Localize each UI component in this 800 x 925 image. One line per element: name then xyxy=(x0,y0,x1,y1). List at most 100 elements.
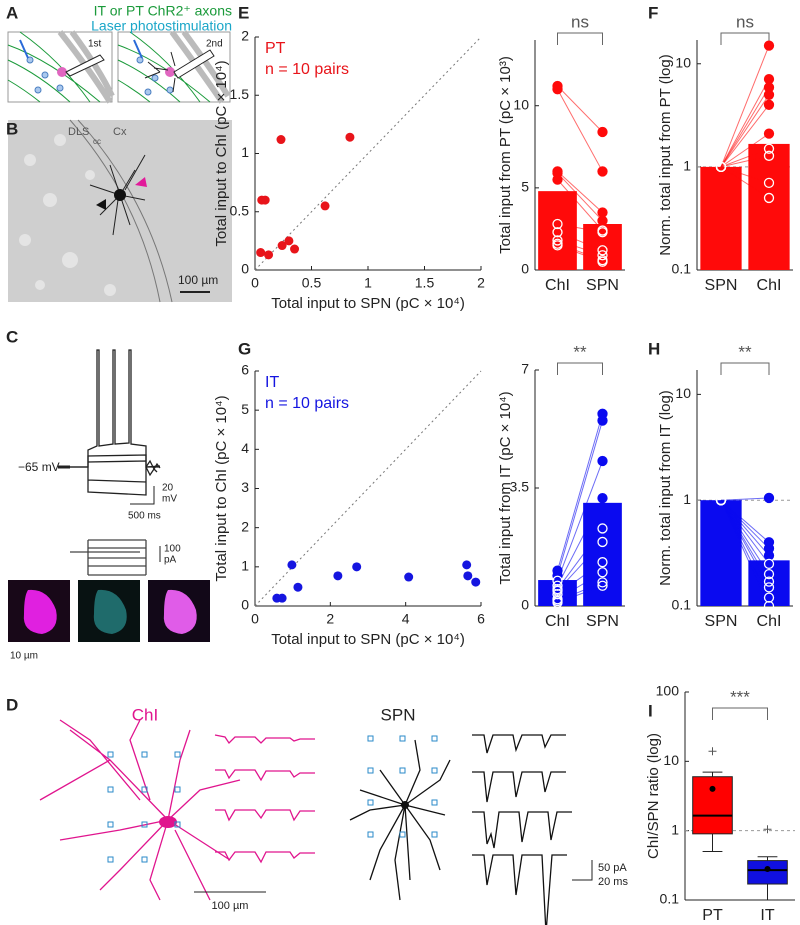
scale-label: 50 pA xyxy=(598,862,627,874)
significance-bracket xyxy=(712,707,768,720)
cell-label: SPN xyxy=(381,705,416,724)
scale-label: 500 ms xyxy=(128,511,161,522)
outlier xyxy=(708,747,717,756)
panel-label: A xyxy=(6,3,18,22)
point xyxy=(597,250,608,261)
panel-label: G xyxy=(238,339,251,358)
point xyxy=(763,576,775,587)
y-tick-label: 3 xyxy=(241,479,249,495)
point xyxy=(277,593,287,603)
y-axis-label: ChI/SPN ratio (log) xyxy=(645,733,662,859)
pair-line xyxy=(720,499,770,549)
pair-line xyxy=(720,166,770,184)
panel-label: H xyxy=(648,339,660,358)
point xyxy=(597,580,608,591)
chart-title: PT xyxy=(265,40,286,57)
point xyxy=(763,558,775,570)
y-tick-label: 0 xyxy=(241,261,249,277)
point xyxy=(763,568,775,580)
unity-line xyxy=(254,370,482,607)
box xyxy=(747,860,788,885)
pair-line xyxy=(720,499,770,556)
x-axis-label: Total input to SPN (pC × 10⁴) xyxy=(271,631,465,648)
y-tick-label: 1 xyxy=(241,144,249,160)
pair-line xyxy=(720,87,770,168)
holding-label: −65 mV xyxy=(18,460,60,474)
pair-line xyxy=(557,179,603,231)
x-tick-label: SPN xyxy=(586,613,619,630)
point xyxy=(264,250,274,260)
point xyxy=(290,244,300,254)
pair-line xyxy=(557,239,603,256)
point xyxy=(277,241,287,251)
point xyxy=(293,582,303,592)
bar xyxy=(700,500,742,606)
y-axis-label: Total input from PT (pC × 10³) xyxy=(497,56,514,254)
point xyxy=(597,126,608,138)
bar xyxy=(583,224,622,270)
y-tick-label: 5 xyxy=(241,401,249,417)
x-tick-label: SPN xyxy=(705,613,738,630)
pair-line xyxy=(557,171,603,213)
micrograph-b xyxy=(8,119,232,303)
point xyxy=(552,235,563,246)
point xyxy=(763,600,775,612)
bar xyxy=(583,502,622,606)
y-tick-label: 4 xyxy=(241,440,249,456)
y-axis-label: Norm. total input from IT (log) xyxy=(657,390,674,586)
y-tick-label: 0.1 xyxy=(672,597,692,613)
significance-label: ns xyxy=(736,12,754,31)
point xyxy=(763,582,775,593)
y-tick-label: 100 xyxy=(656,683,680,699)
point xyxy=(597,557,608,568)
point xyxy=(352,562,362,572)
y-axis-label: Norm. total input from PT (log) xyxy=(657,54,674,255)
significance-label: ns xyxy=(571,12,589,31)
x-tick-label: SPN xyxy=(705,277,738,294)
point xyxy=(763,192,775,204)
point xyxy=(763,89,775,100)
pair-line xyxy=(720,133,770,168)
y-tick-label: 0.1 xyxy=(660,891,680,907)
significance-bracket xyxy=(557,32,603,45)
step-label: 1st xyxy=(88,39,102,50)
y-tick-label: 7 xyxy=(521,361,529,377)
point xyxy=(597,256,608,267)
chart-title: IT xyxy=(265,374,279,391)
y-tick-label: 6 xyxy=(241,362,249,378)
x-tick-label: PT xyxy=(702,907,723,924)
legend-axons: IT or PT ChR2⁺ axons xyxy=(94,3,232,19)
point xyxy=(597,215,608,226)
pair-line xyxy=(557,85,603,133)
chart-subtitle: n = 10 pairs xyxy=(265,395,349,412)
point xyxy=(463,571,473,581)
y-tick-label: 0 xyxy=(521,261,529,277)
x-tick-label: 0 xyxy=(251,611,259,627)
y-tick-label: 1 xyxy=(683,491,691,507)
point xyxy=(597,523,608,534)
y-tick-label: 0.5 xyxy=(230,202,250,218)
point xyxy=(552,174,563,185)
point xyxy=(462,560,472,570)
point xyxy=(597,245,608,256)
point xyxy=(287,560,297,570)
point xyxy=(404,572,414,582)
y-tick-label: 10 xyxy=(513,96,529,112)
bar xyxy=(700,166,742,270)
point xyxy=(763,177,775,189)
point xyxy=(715,495,727,506)
mean xyxy=(709,785,716,792)
point xyxy=(597,227,608,238)
scale-label: 20 xyxy=(162,483,174,494)
pair-line xyxy=(557,585,603,604)
x-tick-label: ChI xyxy=(757,613,782,630)
point xyxy=(597,166,608,177)
panel-label: F xyxy=(648,3,658,22)
x-tick-label: 2 xyxy=(477,275,485,291)
pair-line xyxy=(720,499,770,588)
y-tick-label: 10 xyxy=(663,752,679,768)
x-tick-label: 0.5 xyxy=(302,275,322,291)
y-axis-label: Total input to ChI (pC × 10⁴) xyxy=(213,395,230,581)
unity-line xyxy=(254,36,482,271)
